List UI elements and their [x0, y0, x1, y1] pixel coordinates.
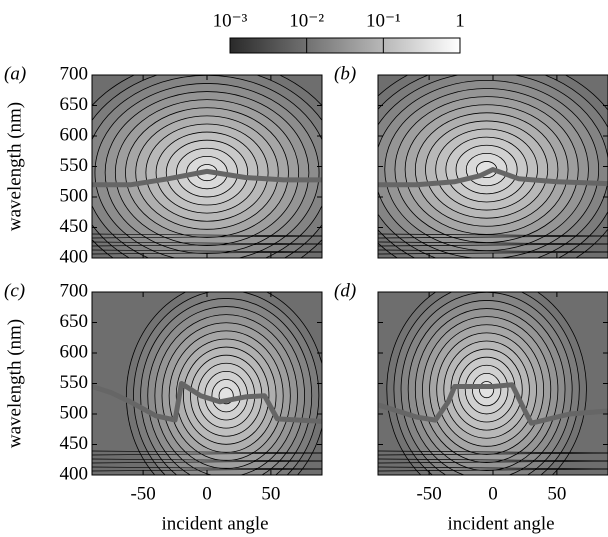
contour — [378, 466, 608, 470]
contour — [92, 235, 322, 239]
contour — [378, 233, 608, 237]
x-tick-label: 0 — [202, 483, 212, 504]
peak-line — [378, 382, 608, 426]
contour — [92, 460, 322, 464]
panel-label: (b) — [334, 63, 356, 84]
y-tick-label: 500 — [60, 402, 89, 423]
colorbar-tick-label: 1 — [455, 10, 465, 31]
y-tick-label: 500 — [60, 185, 89, 206]
plot-area — [92, 75, 322, 258]
y-axis-label: wavelength (nm) — [4, 102, 25, 231]
plot-area — [92, 292, 322, 475]
contour — [378, 452, 608, 456]
x-tick-label: 50 — [547, 483, 566, 504]
y-tick-label: 600 — [60, 341, 89, 362]
y-tick-label: 700 — [60, 63, 89, 84]
y-tick-label: 400 — [60, 246, 89, 267]
y-tick-label: 550 — [60, 155, 89, 176]
contour — [378, 235, 608, 239]
y-tick-label: 600 — [60, 124, 89, 145]
contour — [92, 458, 322, 462]
x-axis-label: incident angle — [447, 513, 554, 534]
plot-area — [378, 292, 608, 475]
contour — [92, 233, 322, 237]
y-tick-label: 650 — [60, 94, 89, 115]
x-tick-label: -50 — [416, 483, 441, 504]
peak-line — [378, 167, 608, 188]
colorbar-tick-label: 10⁻³ — [213, 10, 248, 31]
panel-label: (c) — [4, 280, 25, 301]
y-tick-label: 450 — [60, 216, 89, 237]
colorbar — [229, 37, 461, 54]
x-axis-label: incident angle — [161, 513, 268, 534]
y-tick-label: 650 — [60, 311, 89, 332]
contour — [92, 241, 322, 245]
contour — [378, 460, 608, 464]
peak-line — [92, 168, 322, 188]
contour — [378, 458, 608, 462]
contour — [378, 241, 608, 245]
x-tick-label: 0 — [488, 483, 498, 504]
colorbar-tick-label: 10⁻¹ — [366, 10, 401, 31]
contour — [378, 249, 608, 253]
panel-label: (a) — [4, 63, 26, 84]
contour — [92, 243, 322, 247]
contour — [479, 381, 495, 399]
panel-label: (d) — [334, 280, 356, 301]
y-tick-label: 400 — [60, 463, 89, 484]
peak-line — [92, 381, 322, 424]
y-tick-label: 450 — [60, 433, 89, 454]
y-axis-label: wavelength (nm) — [4, 319, 25, 448]
x-tick-label: 50 — [261, 483, 280, 504]
contour — [92, 450, 322, 454]
plot-area — [378, 75, 608, 258]
y-tick-label: 550 — [60, 372, 89, 393]
contour — [378, 450, 608, 454]
colorbar-tick-label: 10⁻² — [289, 10, 324, 31]
contour — [92, 249, 322, 253]
x-tick-label: -50 — [130, 483, 155, 504]
contour — [92, 452, 322, 456]
contour — [378, 243, 608, 247]
contour — [92, 466, 322, 470]
y-tick-label: 700 — [60, 280, 89, 301]
